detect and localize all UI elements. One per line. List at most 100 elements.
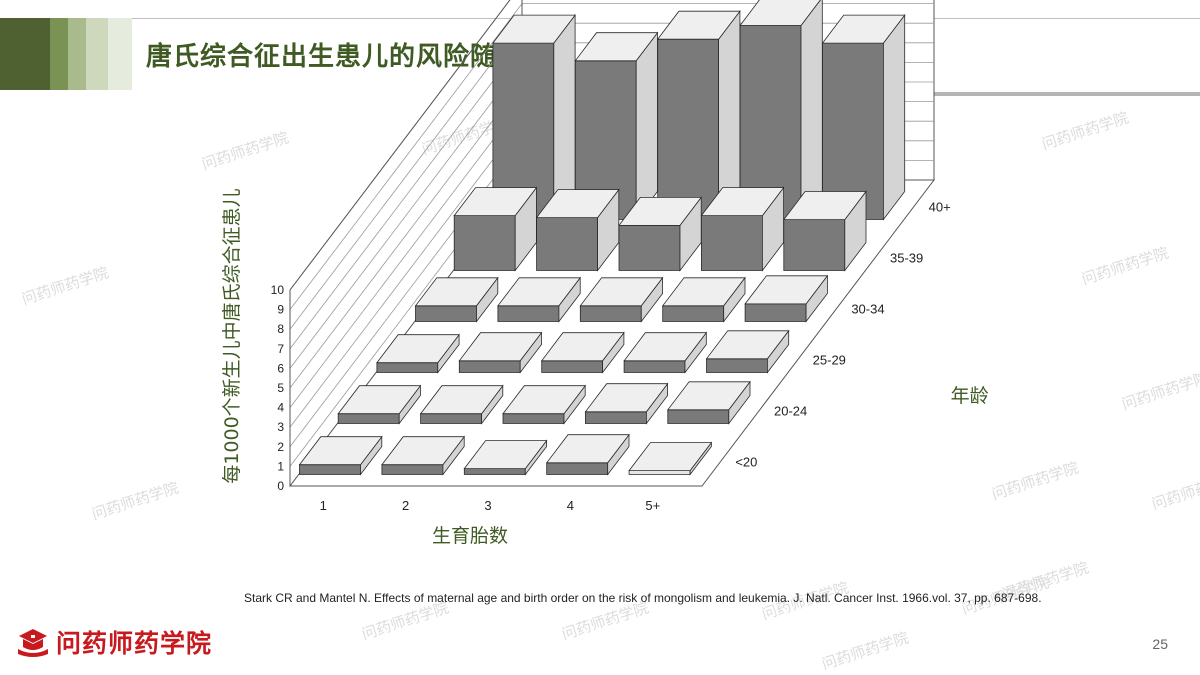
bar <box>666 380 751 425</box>
bar <box>623 331 708 374</box>
bar <box>414 276 499 323</box>
bar-top-face <box>298 436 383 466</box>
x-tick-label: 5+ <box>645 498 660 513</box>
logo-book-icon <box>18 629 48 657</box>
header-block-2 <box>50 18 68 90</box>
bar <box>502 384 587 425</box>
bar-top-face <box>700 187 785 217</box>
bar-front-face <box>662 305 725 322</box>
left-wall-top <box>289 0 511 291</box>
bar-front-face <box>701 215 763 271</box>
bar-front-face <box>536 217 598 271</box>
y-tick-label: 1 <box>277 459 284 473</box>
bar-front-face <box>579 305 642 322</box>
bar-front-face <box>381 464 444 475</box>
bar-top-face <box>492 14 576 44</box>
bar-top-face <box>337 385 422 415</box>
bar-side-face <box>883 13 906 221</box>
x-tick-label: 1 <box>320 498 327 513</box>
bar-top-face <box>419 385 504 415</box>
bar-top-face <box>381 436 466 466</box>
bar <box>376 333 460 374</box>
bar-front-face <box>299 464 361 475</box>
bar <box>656 10 741 221</box>
bar-front-face <box>415 305 477 322</box>
y-axis-title: 每1000个新生儿中唐氏综合征患儿 <box>221 188 243 483</box>
bar-top-face <box>540 332 625 362</box>
depth-tick-label: 40+ <box>929 200 951 215</box>
bar-top-face <box>782 191 867 221</box>
bar-front-face <box>585 411 647 424</box>
bar-front-face <box>376 362 439 373</box>
bar <box>744 274 829 323</box>
bar-top-face <box>618 196 703 226</box>
bar <box>535 188 620 272</box>
y-tick-label: 5 <box>277 381 284 395</box>
header-block-3 <box>68 18 86 90</box>
header-decoration <box>0 18 132 90</box>
bar-top-face <box>463 440 548 470</box>
bar-top-face <box>584 383 669 413</box>
bar-top-face <box>535 189 620 219</box>
bar-top-face <box>502 385 587 415</box>
bar-front-face <box>623 360 686 373</box>
bar-side-face <box>553 13 576 221</box>
bar <box>705 329 790 374</box>
bar-front-face <box>463 468 526 475</box>
bar-top-face <box>623 332 708 362</box>
bar <box>545 433 630 476</box>
header-block-4 <box>86 18 108 90</box>
x-tick-label: 2 <box>402 498 409 513</box>
bar-front-face <box>618 224 681 271</box>
bar-front-face <box>453 215 516 271</box>
bar-side-face <box>800 0 823 221</box>
bar-top-face <box>666 381 751 411</box>
depth-tick-label: 25-29 <box>813 353 846 368</box>
y-tick-label: 0 <box>277 479 284 493</box>
page-number: 25 <box>1152 636 1168 652</box>
y-tick-label: 2 <box>277 440 284 454</box>
y-tick-label: 6 <box>277 361 284 375</box>
chart-labels: 0 1 2 3 4 5 6 7 8 9 10 1 2 3 4 5+ <20 20-24 25-29 30-34 35-3… <box>221 188 989 547</box>
bar-front-face <box>541 360 603 373</box>
bar <box>458 331 543 374</box>
bar <box>381 435 466 476</box>
bar <box>540 331 625 374</box>
bar <box>453 186 538 272</box>
bar-top-face <box>821 14 906 44</box>
bar <box>821 13 906 221</box>
depth-tick-label: 20-24 <box>774 404 807 419</box>
bar-side-face <box>635 31 658 221</box>
y-tick-label: 4 <box>277 401 284 415</box>
depth-tick-label: <20 <box>735 455 757 470</box>
bar-front-face <box>337 413 400 424</box>
bar-top-face <box>705 330 790 360</box>
bar-top-face <box>453 187 538 217</box>
bar-front-face <box>744 303 807 322</box>
bar-top-face <box>414 277 499 307</box>
y-tick-label: 3 <box>277 420 284 434</box>
x-tick-label: 3 <box>484 498 491 513</box>
bar-front-face <box>502 413 565 424</box>
y-tick-label: 7 <box>277 342 284 356</box>
bar-top-face <box>458 332 543 362</box>
bar-top-face <box>574 32 659 62</box>
logo-text: 问药师药学院 <box>56 629 213 658</box>
bar-front-face <box>628 470 691 475</box>
bar-top-face <box>545 434 630 464</box>
bar <box>298 435 383 476</box>
bar-top-face <box>628 442 713 472</box>
logo: 问药师药学院 <box>16 624 212 660</box>
header-block-5 <box>108 18 132 90</box>
bar <box>463 439 548 476</box>
bar-front-face <box>497 305 560 322</box>
bar-front-face <box>783 219 846 271</box>
bar <box>628 441 713 476</box>
bar-front-face <box>420 413 483 424</box>
y-tick-label: 10 <box>271 283 285 297</box>
chart-bars <box>298 0 906 476</box>
bar <box>700 186 785 272</box>
bar <box>584 382 669 425</box>
bar <box>618 196 703 272</box>
